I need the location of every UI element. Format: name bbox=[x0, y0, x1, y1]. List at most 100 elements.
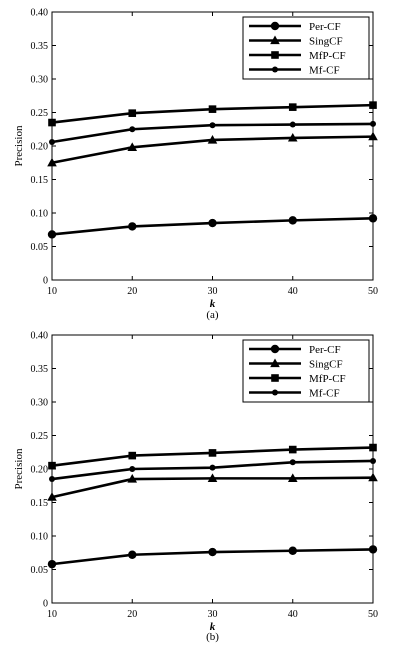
x-tick-label: 50 bbox=[368, 286, 378, 297]
y-tick-label: 0.15 bbox=[31, 175, 49, 186]
y-tick-label: 0.10 bbox=[31, 532, 49, 543]
series-per-cf bbox=[47, 214, 378, 239]
y-tick-label: 0.05 bbox=[31, 242, 49, 253]
data-point bbox=[369, 101, 377, 109]
legend-item: SingCF bbox=[249, 35, 343, 48]
chart-panel-a: 0 0.05 0.10 0.15 0.20 0.25 0.30 0.35 0.40 10 20 30 4… bbox=[13, 8, 378, 322]
data-point bbox=[287, 473, 298, 482]
x-axis-label: k bbox=[210, 298, 216, 310]
x-tick-label: 30 bbox=[208, 286, 218, 297]
legend-marker bbox=[270, 35, 280, 45]
data-point bbox=[287, 132, 298, 142]
series-mf-cf bbox=[49, 457, 376, 483]
y-tick-label: 0.10 bbox=[31, 209, 49, 220]
x-tick-label: 30 bbox=[208, 609, 218, 620]
data-point bbox=[47, 157, 57, 167]
y-axis-label: Precision bbox=[13, 448, 25, 489]
legend-marker bbox=[270, 358, 280, 368]
x-axis-label: k bbox=[210, 621, 216, 633]
data-point bbox=[208, 547, 217, 557]
data-point bbox=[49, 476, 55, 483]
legend-label: Per-CF bbox=[309, 344, 341, 356]
legend-item: Per-CF bbox=[249, 21, 341, 33]
legend-marker bbox=[271, 374, 279, 382]
legend-marker bbox=[272, 66, 278, 73]
data-point bbox=[209, 464, 216, 471]
data-point bbox=[128, 451, 137, 460]
y-tick-label: 0.05 bbox=[31, 565, 49, 576]
data-point bbox=[370, 120, 376, 127]
data-point bbox=[207, 473, 218, 482]
legend-label: Per-CF bbox=[309, 21, 341, 33]
series-singcf bbox=[47, 472, 378, 501]
x-tick-label: 10 bbox=[47, 609, 57, 620]
data-point bbox=[207, 134, 218, 144]
data-point bbox=[48, 118, 56, 127]
data-point bbox=[369, 443, 377, 452]
data-point bbox=[288, 445, 297, 454]
y-tick-label: 0.30 bbox=[31, 75, 49, 86]
data-point bbox=[368, 214, 378, 223]
legend-marker bbox=[271, 51, 279, 59]
legend-item: MfP-CF bbox=[249, 373, 346, 385]
series-mf-cf bbox=[49, 120, 376, 145]
series-singcf bbox=[47, 131, 378, 167]
data-point bbox=[208, 218, 217, 228]
y-tick-label: 0.25 bbox=[31, 108, 49, 119]
data-point bbox=[129, 466, 136, 472]
data-point bbox=[47, 492, 57, 501]
data-point bbox=[289, 459, 296, 466]
x-tick-label: 40 bbox=[288, 286, 298, 297]
y-tick-label: 0.25 bbox=[31, 431, 49, 442]
x-tick-label: 20 bbox=[127, 609, 137, 620]
y-tick-label: 0.35 bbox=[31, 41, 49, 52]
x-tick-label: 40 bbox=[288, 609, 298, 620]
data-point bbox=[48, 461, 56, 470]
legend-marker bbox=[270, 21, 280, 31]
data-point bbox=[368, 131, 378, 141]
legend-marker bbox=[270, 344, 280, 354]
data-point bbox=[47, 559, 57, 569]
data-point bbox=[129, 126, 136, 133]
data-point bbox=[127, 142, 138, 151]
legend-label: SingCF bbox=[309, 359, 343, 371]
data-point bbox=[127, 474, 138, 483]
data-point bbox=[288, 216, 297, 225]
legend-item: Mf-CF bbox=[249, 388, 340, 400]
series-mfp-cf bbox=[48, 101, 377, 127]
y-tick-label: 0.20 bbox=[31, 465, 49, 476]
series-per-cf bbox=[47, 545, 378, 569]
data-point bbox=[49, 138, 55, 145]
data-point bbox=[370, 457, 376, 464]
y-tick-label: 0 bbox=[43, 599, 48, 610]
y-tick-label: 0.40 bbox=[31, 331, 49, 342]
data-point bbox=[209, 122, 216, 129]
legend-item: Mf-CF bbox=[249, 65, 340, 77]
data-point bbox=[288, 546, 297, 555]
legend-label: SingCF bbox=[309, 36, 343, 48]
chart-caption: (a) bbox=[206, 309, 219, 321]
chart-panel-b: 0 0.05 0.10 0.15 0.20 0.25 0.30 0.35 0.40 10 20 30 4… bbox=[13, 331, 378, 644]
data-point bbox=[128, 550, 137, 559]
data-point bbox=[368, 472, 378, 482]
data-point bbox=[289, 121, 296, 128]
legend-label: Mf-CF bbox=[309, 388, 340, 400]
legend-item: SingCF bbox=[249, 358, 343, 371]
legend-item: Per-CF bbox=[249, 344, 341, 356]
data-point bbox=[208, 105, 217, 113]
y-tick-label: 0.20 bbox=[31, 142, 49, 153]
x-tick-label: 50 bbox=[368, 609, 378, 620]
legend: Per-CF SingCF MfP-CF Mf-CF bbox=[242, 16, 370, 80]
legend: Per-CF SingCF MfP-CF Mf-CF bbox=[242, 339, 370, 403]
y-tick-label: 0 bbox=[43, 276, 48, 287]
data-point bbox=[47, 230, 57, 239]
x-tick-label: 10 bbox=[47, 286, 57, 297]
data-point bbox=[128, 109, 137, 117]
series-mfp-cf bbox=[48, 443, 377, 470]
legend-item: MfP-CF bbox=[249, 50, 346, 62]
data-point bbox=[288, 103, 297, 111]
legend-marker bbox=[272, 389, 278, 396]
legend-label: MfP-CF bbox=[309, 50, 346, 62]
legend-label: Mf-CF bbox=[309, 65, 340, 77]
